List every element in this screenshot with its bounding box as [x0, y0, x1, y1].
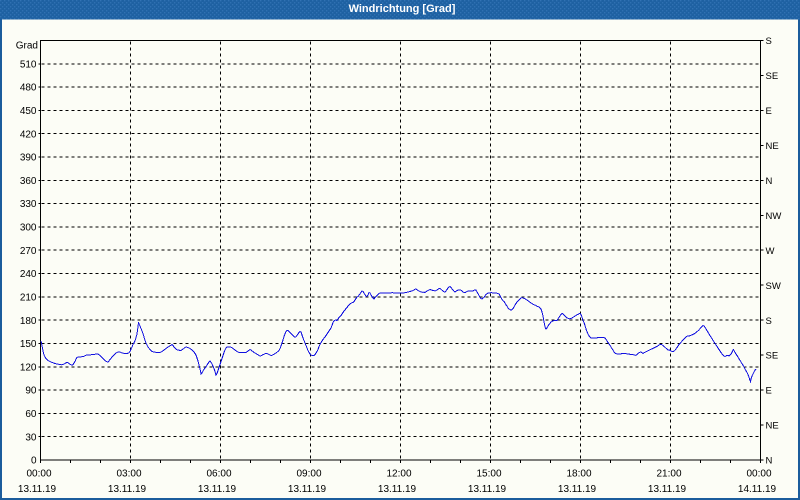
svg-text:13.11.19: 13.11.19	[198, 484, 237, 495]
svg-text:150: 150	[20, 339, 37, 350]
svg-text:E: E	[766, 106, 772, 117]
svg-text:E: E	[766, 386, 772, 397]
svg-text:Windrichtung [Grad]: Windrichtung [Grad]	[349, 3, 456, 15]
svg-text:N: N	[766, 176, 773, 187]
svg-text:420: 420	[20, 129, 37, 140]
svg-text:13.11.19: 13.11.19	[378, 484, 417, 495]
svg-text:09:00: 09:00	[296, 469, 321, 480]
svg-text:15:00: 15:00	[476, 469, 501, 480]
svg-text:13.11.19: 13.11.19	[18, 484, 57, 495]
svg-text:03:00: 03:00	[116, 469, 141, 480]
svg-text:NW: NW	[766, 211, 782, 222]
svg-text:13.11.19: 13.11.19	[108, 484, 147, 495]
svg-text:210: 210	[20, 293, 37, 304]
svg-text:NE: NE	[766, 141, 779, 152]
svg-text:360: 360	[20, 176, 37, 187]
svg-text:Grad: Grad	[16, 41, 38, 52]
svg-text:180: 180	[20, 316, 37, 327]
svg-text:13.11.19: 13.11.19	[288, 484, 327, 495]
svg-text:00:00: 00:00	[746, 469, 771, 480]
svg-text:N: N	[766, 456, 773, 467]
svg-text:NE: NE	[766, 421, 779, 432]
svg-text:SE: SE	[766, 71, 779, 82]
svg-text:W: W	[766, 246, 775, 257]
svg-text:21:00: 21:00	[656, 469, 681, 480]
svg-text:13.11.19: 13.11.19	[558, 484, 597, 495]
svg-text:330: 330	[20, 199, 37, 210]
svg-text:270: 270	[20, 246, 37, 257]
svg-text:480: 480	[20, 83, 37, 94]
svg-text:S: S	[766, 316, 772, 327]
svg-text:90: 90	[25, 386, 37, 397]
svg-text:00:00: 00:00	[26, 469, 51, 480]
svg-text:SE: SE	[766, 351, 779, 362]
svg-text:240: 240	[20, 269, 37, 280]
svg-text:13.11.19: 13.11.19	[648, 484, 687, 495]
svg-text:18:00: 18:00	[566, 469, 591, 480]
svg-text:510: 510	[20, 59, 37, 70]
svg-text:13.11.19: 13.11.19	[468, 484, 507, 495]
svg-text:06:00: 06:00	[206, 469, 231, 480]
svg-text:120: 120	[20, 362, 37, 373]
svg-text:300: 300	[20, 223, 37, 234]
svg-text:SW: SW	[766, 281, 781, 292]
svg-text:390: 390	[20, 153, 37, 164]
svg-text:60: 60	[25, 409, 37, 420]
svg-text:450: 450	[20, 106, 37, 117]
svg-text:S: S	[766, 36, 772, 47]
svg-text:14.11.19: 14.11.19	[738, 484, 777, 495]
svg-text:0: 0	[31, 456, 37, 467]
svg-text:30: 30	[25, 432, 37, 443]
svg-text:12:00: 12:00	[386, 469, 411, 480]
